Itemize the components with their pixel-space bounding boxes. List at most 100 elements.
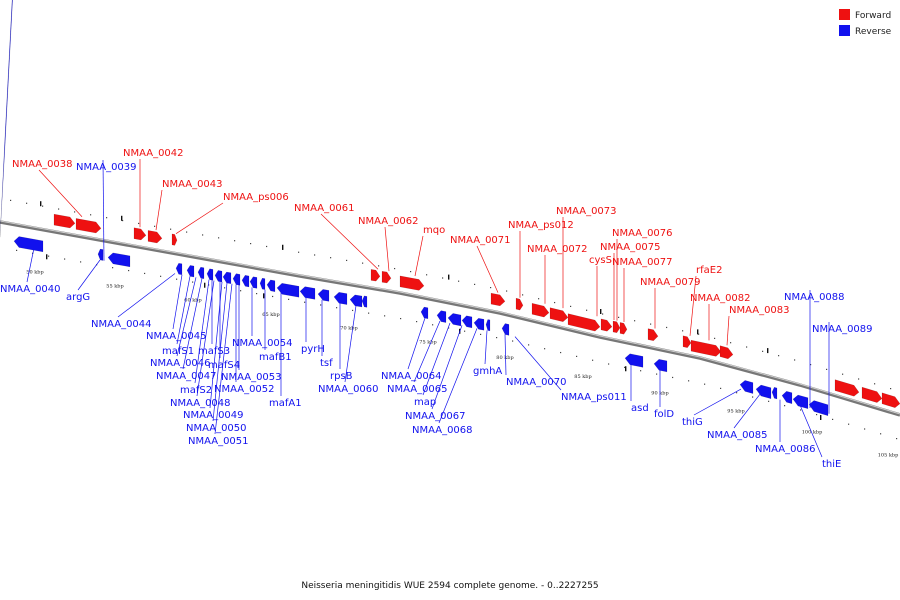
dot-lower [864, 428, 866, 430]
gene-label: NMAA_0053 [221, 372, 282, 383]
leader-line [102, 159, 105, 261]
dot-upper [554, 301, 556, 304]
gene-label: mafA1 [269, 398, 302, 409]
dot-upper [442, 277, 444, 279]
forward-gene [619, 322, 628, 335]
leader-line [504, 334, 507, 376]
reverse-gene [473, 317, 485, 331]
reverse-gene [447, 313, 462, 327]
reverse-gene [333, 291, 348, 305]
dot-lower [464, 330, 466, 332]
gene-label: map [414, 397, 436, 408]
legend-forward-swatch [839, 9, 850, 20]
dot-lower [320, 304, 322, 306]
leader-line [214, 283, 233, 435]
dot-upper [58, 208, 60, 210]
dot-upper [122, 219, 124, 222]
reverse-gene [349, 294, 363, 308]
tick-mark-upper [697, 329, 699, 335]
dot-lower [336, 307, 338, 309]
gene-label: rpsB [330, 371, 353, 382]
reverse-gene [97, 248, 104, 261]
leader-line [176, 276, 191, 345]
reverse-gene [107, 252, 131, 268]
legend: Forward Reverse [839, 9, 892, 37]
reverse-gene [420, 306, 429, 320]
gene-label: thiE [822, 459, 841, 470]
forward-gene [567, 313, 601, 332]
dot-upper [346, 259, 348, 262]
dot-upper [266, 245, 268, 248]
gene-label: rfaE2 [696, 265, 722, 276]
dot-lower [128, 269, 130, 272]
leader-line [209, 281, 223, 409]
dot-lower [736, 392, 738, 394]
gene-label: NMAA_0062 [358, 216, 419, 227]
dot-upper [618, 316, 620, 318]
forward-gene [834, 379, 860, 397]
dot-upper [202, 234, 204, 236]
leader-line [196, 280, 215, 397]
gene-label: mafB1 [259, 352, 292, 363]
legend-forward-label: Forward [855, 11, 891, 21]
leader-line [344, 305, 357, 383]
dot-lower [720, 387, 722, 389]
forward-gene [531, 302, 550, 318]
leader-line [431, 325, 463, 410]
leader-line [212, 282, 228, 422]
dot-lower [16, 249, 18, 251]
forward-gene [647, 328, 659, 342]
gene-label: NMAA_0039 [76, 162, 137, 173]
reverse-gene [771, 386, 778, 400]
dot-lower [224, 287, 226, 289]
reverse-gene [808, 400, 829, 417]
reverse-gene [266, 279, 276, 293]
dot-lower [160, 275, 162, 277]
dot-lower [640, 370, 642, 372]
gene-label: cysS [589, 255, 612, 266]
dot-lower [880, 433, 882, 435]
dot-upper [890, 388, 892, 390]
forward-gene [861, 386, 883, 403]
forward-gene [490, 292, 506, 307]
dot-lower [896, 438, 898, 440]
tick-mark-upper [767, 348, 769, 354]
gene-label: NMAA_0051 [188, 436, 249, 447]
dot-lower [848, 423, 850, 425]
dot-upper [538, 298, 540, 300]
dot-lower [480, 333, 482, 335]
gene-label: NMAA_0042 [123, 148, 184, 159]
dot-lower [352, 309, 354, 312]
label-leaders [26, 159, 830, 458]
reverse-gene [739, 380, 754, 394]
dot-upper [602, 313, 604, 315]
gene-label: NMAA_0089 [812, 324, 873, 335]
tick-mark-lower [263, 293, 265, 299]
reverse-gene [461, 315, 473, 329]
forward-gene [690, 339, 722, 357]
forward-gene [881, 392, 900, 408]
reverse-gene [755, 384, 772, 400]
genome-backbone [0, 220, 900, 417]
dot-upper [218, 237, 220, 239]
gene-label: NMAA_0068 [412, 425, 473, 436]
gene-label: NMAA_0050 [186, 423, 247, 434]
dot-lower [560, 351, 562, 354]
dot-lower [384, 315, 386, 317]
forward-features [53, 213, 900, 408]
dot-upper [666, 326, 668, 329]
leader-line [689, 275, 697, 336]
reverse-gene [186, 265, 195, 278]
gene-label: NMAA_ps012 [508, 220, 574, 231]
dot-lower [192, 281, 194, 283]
gene-label: mafS4 [208, 360, 240, 371]
backbone-highlight [0, 220, 900, 415]
gene-label: NMAA_0044 [91, 319, 152, 330]
reverse-gene [13, 236, 44, 253]
reverse-gene [792, 394, 809, 410]
reverse-gene [0, 0, 13, 238]
dot-upper [698, 333, 700, 335]
gene-label: NMAA_0067 [405, 411, 466, 422]
gene-label: pyrH [301, 344, 325, 355]
